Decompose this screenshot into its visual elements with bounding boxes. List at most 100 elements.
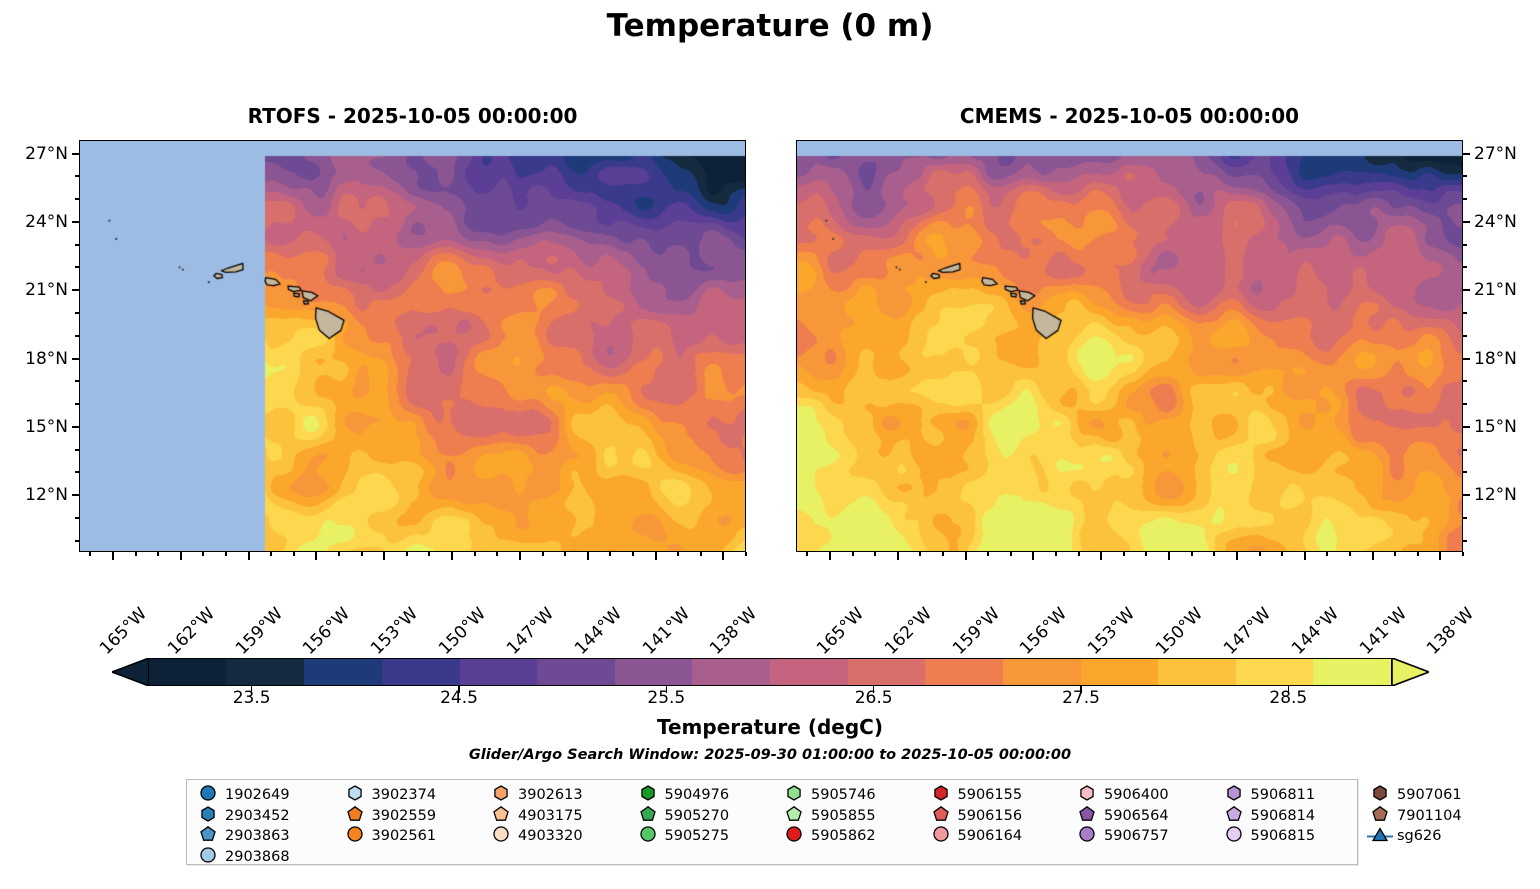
legend-item-3902559[interactable]: 3902559: [342, 805, 489, 827]
legend-item-5907061[interactable]: 5907061: [1367, 785, 1514, 806]
x-minor-tick: [699, 552, 702, 556]
colorbar-tick-label-24.5: 24.5: [440, 688, 478, 708]
y-minor-tick: [1463, 448, 1467, 451]
legend-item-5906400[interactable]: 5906400: [1074, 785, 1221, 806]
legend-marker-triangle-line-icon: [1367, 826, 1393, 846]
colorbar-band-13: [1158, 659, 1236, 685]
colorbar-band-4: [459, 659, 538, 685]
x-tick-label-cmems-138°W: 138°W: [1423, 603, 1479, 659]
y-tick-mark: [72, 494, 79, 497]
x-tick-label-cmems-153°W: 153°W: [1084, 603, 1140, 659]
y-minor-tick: [75, 471, 79, 474]
legend-item-2903452[interactable]: 2903452: [195, 806, 342, 827]
y-tick-mark: [72, 425, 79, 428]
temperature-field-cmems: [797, 141, 1462, 551]
x-tick-mark: [1371, 552, 1374, 560]
x-tick-mark: [896, 552, 899, 560]
legend-item-5905275[interactable]: 5905275: [635, 826, 782, 847]
y-minor-tick: [1463, 198, 1467, 201]
y-minor-tick: [1463, 539, 1467, 542]
x-tick-label-rtofs-150°W: 150°W: [435, 603, 491, 659]
x-tick-label-rtofs-156°W: 156°W: [299, 603, 355, 659]
legend-item-5906164[interactable]: 5906164: [928, 826, 1075, 847]
legend[interactable]: 1902649 2903452 2903863 2903868 3902374 39025…: [186, 779, 1462, 868]
x-minor-tick: [134, 552, 137, 556]
map-axes-rtofs[interactable]: [79, 140, 746, 552]
y-minor-tick: [75, 516, 79, 519]
x-tick-label-cmems-159°W: 159°W: [948, 603, 1004, 659]
legend-item-4903175[interactable]: 4903175: [488, 805, 635, 827]
legend-marker-hexagon-icon: [342, 785, 368, 805]
colorbar-band-5: [537, 659, 615, 685]
legend-label: 4903175: [518, 807, 583, 824]
x-minor-tick: [987, 552, 990, 556]
legend-marker-pentagon-icon: [928, 805, 954, 826]
x-minor-tick: [631, 552, 634, 556]
x-minor-tick: [745, 552, 747, 556]
y-minor-tick: [75, 403, 79, 406]
legend-column-4: 5905746 5905855 5905862: [781, 785, 928, 867]
y-tick-mark: [72, 220, 79, 223]
legend-item-5906156[interactable]: 5906156: [928, 805, 1075, 827]
legend-item-5906815[interactable]: 5906815: [1221, 826, 1368, 847]
x-minor-tick: [874, 552, 877, 556]
legend-label: 5905855: [811, 807, 876, 824]
legend-column-3: 5904976 5905270 5905275: [635, 785, 782, 867]
legend-marker-pentagon-icon: [1367, 805, 1393, 826]
colorbar-gradient: [148, 658, 1392, 686]
colorbar-tick-label-26.5: 26.5: [854, 688, 893, 708]
legend-item-5905862[interactable]: 5905862: [781, 826, 928, 847]
legend-item-5905746[interactable]: 5905746: [781, 785, 928, 806]
legend-item-7901104[interactable]: 7901104: [1367, 805, 1514, 827]
x-minor-tick: [609, 552, 612, 556]
x-tick-mark: [315, 552, 318, 560]
legend-item-2903863[interactable]: 2903863: [195, 826, 342, 847]
legend-item-5905855[interactable]: 5905855: [781, 805, 928, 827]
x-tick-mark: [1168, 552, 1171, 560]
x-minor-tick: [541, 552, 544, 556]
x-tick-label-cmems-165°W: 165°W: [812, 603, 868, 659]
legend-item-5906564[interactable]: 5906564: [1074, 805, 1221, 827]
legend-label: 5905862: [811, 828, 876, 845]
x-minor-tick: [1190, 552, 1193, 556]
colorbar-min-arrow: [112, 658, 149, 686]
x-minor-tick: [1145, 552, 1148, 556]
x-tick-mark: [518, 552, 521, 560]
x-minor-tick: [1122, 552, 1125, 556]
figure-title: Temperature (0 m): [606, 8, 934, 44]
legend-item-5905270[interactable]: 5905270: [635, 805, 782, 827]
legend-marker-hexagon-icon: [635, 785, 661, 805]
y-tick-mark-right: [1463, 220, 1470, 223]
legend-label: 3902374: [371, 787, 437, 804]
y-minor-tick: [1463, 471, 1467, 474]
legend-item-2903868[interactable]: 2903868: [195, 847, 342, 868]
legend-item-5906811[interactable]: 5906811: [1221, 785, 1368, 806]
colorbar-tick-mark: [1287, 686, 1290, 693]
legend-marker-circle-icon: [195, 847, 221, 867]
legend-label: 5905270: [664, 807, 730, 824]
colorbar-band-1: [226, 659, 305, 685]
legend-item-5906155[interactable]: 5906155: [928, 785, 1075, 806]
legend-item-3902613[interactable]: 3902613: [488, 785, 635, 806]
y-minor-tick: [75, 448, 79, 451]
legend-item-3902374[interactable]: 3902374: [342, 785, 489, 806]
map-axes-cmems[interactable]: [796, 140, 1463, 552]
x-minor-tick: [292, 552, 295, 556]
legend-item-1902649[interactable]: 1902649: [195, 785, 342, 806]
legend-item-sg626[interactable]: sg626: [1367, 826, 1514, 847]
x-tick-mark: [1100, 552, 1103, 560]
legend-label: 5906811: [1250, 787, 1316, 804]
legend-item-4903320[interactable]: 4903320: [488, 826, 635, 847]
legend-marker-hexagon-icon: [1221, 785, 1247, 805]
x-tick-mark: [828, 552, 831, 560]
legend-marker-pentagon-icon: [635, 805, 661, 826]
y-tick-label-right-18°N: 18°N: [1474, 348, 1517, 369]
legend-item-3902561[interactable]: 3902561: [342, 826, 489, 847]
x-minor-tick: [1213, 552, 1216, 556]
colorbar[interactable]: 23.5 24.5 25.5 26.5 27.5 28.5: [112, 658, 1429, 708]
y-tick-label-12°N: 12°N: [25, 485, 68, 506]
x-minor-tick: [1326, 552, 1329, 556]
legend-item-5906814[interactable]: 5906814: [1221, 805, 1368, 827]
legend-item-5906757[interactable]: 5906757: [1074, 826, 1221, 847]
legend-item-5904976[interactable]: 5904976: [635, 785, 782, 806]
